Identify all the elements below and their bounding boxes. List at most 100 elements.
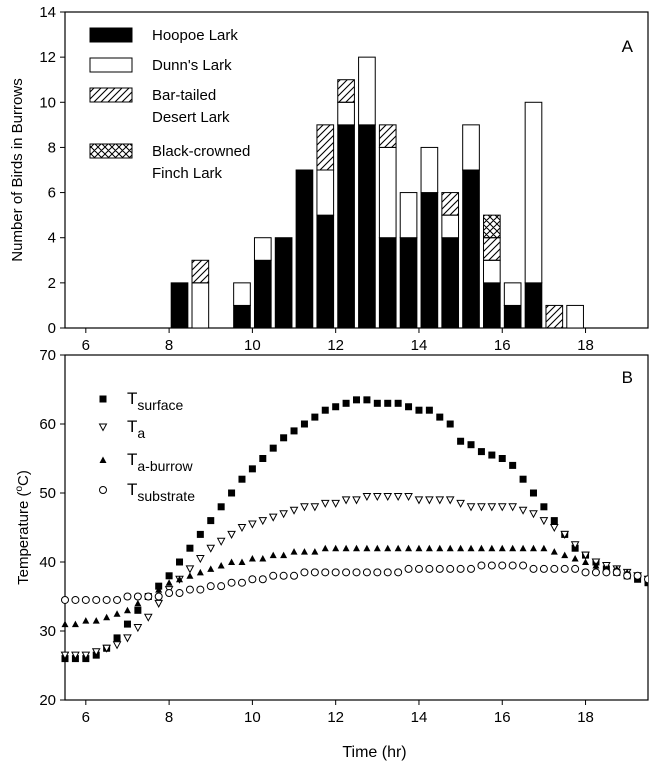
legend-label-series-3-line-0: Black-crowned [152,143,250,160]
legend-label-series-3: Tsubstrate [127,480,195,504]
legend-label-subscript: a [137,425,145,441]
legend-label-series-1: Ta [127,417,145,441]
scatter-point-series-2 [61,620,69,628]
panel-a-y-tick-label: 6 [48,185,56,202]
scatter-point-series-3 [352,568,361,577]
legend-marker-series-2 [99,456,107,463]
scatter-point-series-0 [405,403,413,411]
scatter-point-series-1 [91,648,101,657]
scatter-point-series-3 [581,568,590,577]
scatter-point-series-2 [363,544,371,552]
scatter-point-series-2 [592,561,600,569]
scatter-point-series-3 [467,564,476,573]
scatter-point-series-1 [185,565,195,574]
scatter-point-series-3 [487,561,496,570]
scatter-point-series-0 [207,517,215,525]
scatter-point-series-1 [227,530,236,539]
bar-segment-series-1 [233,282,251,306]
panel-b-y-tick-label: 60 [39,416,56,433]
bar-segment-series-0 [233,304,251,329]
panel-b-y-axis-label-part: Temperature ( [15,492,32,585]
scatter-point-series-2 [269,551,277,559]
panel-b-x-tick-label: 14 [411,709,428,726]
panel-a-y-tick-label: 14 [39,4,56,21]
bar-segment-series-2 [191,259,210,284]
scatter-point-series-2 [290,548,298,555]
panel-a-y-tick-label: 2 [48,275,56,292]
scatter-point-series-1 [404,492,413,502]
scatter-point-series-1 [425,496,434,505]
bar-segment-series-1 [566,304,584,329]
scatter-point-series-2 [509,544,517,552]
scatter-point-series-2 [571,555,579,562]
scatter-point-series-2 [321,544,329,552]
scatter-point-series-2 [113,610,121,617]
panel-b-scatter-chart: 20 30 40 50 60 70 6 8 10 12 14 16 18 Time (hr) Tempera… [14,347,649,761]
scatter-point-series-2 [207,565,215,572]
scatter-point-series-0 [467,441,475,449]
panel-a-y-tick-label: 0 [48,320,56,337]
legend-label-series-1: Dunn's Lark [152,57,232,74]
scatter-point-series-0 [477,448,485,456]
bar-segment-series-1 [316,169,335,216]
scatter-point-series-3 [248,575,257,584]
panel-b-x-tick-label: 16 [494,709,511,726]
scatter-point-series-3 [300,568,309,577]
legend-label-subscript: substrate [137,488,195,504]
scatter-point-series-1 [60,651,70,660]
scatter-point-series-1 [133,624,143,633]
scatter-point-series-0 [457,437,465,445]
scatter-point-series-1 [352,496,361,505]
scatter-point-series-3 [71,595,80,604]
panel-b-frame [64,354,649,701]
bar-segment-series-0 [420,192,439,329]
scatter-point-series-1 [216,537,226,546]
scatter-point-series-3 [644,575,648,584]
scatter-point-series-1 [435,496,445,505]
scatter-point-series-1 [112,641,122,650]
panel-b-x-tick-label: 8 [165,709,173,726]
scatter-point-series-2 [342,544,350,552]
scatter-point-series-3 [81,595,90,604]
scatter-point-series-2 [529,544,537,552]
bar-segment-series-0 [483,282,501,329]
scatter-point-series-1 [466,503,476,512]
scatter-point-series-1 [268,513,278,522]
scatter-point-series-0 [321,406,329,414]
bar-segment-series-1 [399,192,418,239]
scatter-point-series-0 [384,399,392,407]
scatter-point-series-2 [373,544,381,552]
scatter-point-series-2 [405,544,413,552]
bar-segment-series-3 [483,214,501,239]
scatter-point-series-1 [248,520,257,529]
scatter-point-series-1 [560,530,570,539]
scatter-point-series-2 [300,548,308,555]
scatter-point-series-2 [217,561,225,569]
scatter-point-series-0 [300,420,308,428]
bar-segment-series-1 [503,282,522,306]
scatter-point-series-2 [332,544,340,552]
scatter-point-series-3 [258,575,267,584]
scatter-point-series-0 [217,503,225,511]
legend-label-subscript: a-burrow [137,458,193,474]
scatter-point-series-0 [228,489,236,497]
scatter-point-series-2 [103,613,111,621]
scatter-point-series-0 [415,406,423,414]
legend-label-main: T [127,450,137,469]
bar-segment-series-2 [441,192,460,216]
scatter-point-series-1 [372,492,382,502]
scatter-point-series-3 [144,592,153,601]
scatter-point-series-1 [71,651,80,660]
scatter-point-series-0 [498,455,506,462]
panel-a-frame [64,11,649,329]
panel-a-x-tick-label: 16 [494,337,511,354]
bar-segment-series-1 [378,146,397,239]
scatter-point-series-1 [102,644,111,653]
scatter-point-series-3 [383,568,392,577]
scatter-point-series-2 [394,544,402,552]
scatter-point-series-0 [238,475,246,483]
panel-b-y-tick-label: 30 [39,623,56,640]
scatter-point-series-3 [196,585,205,594]
